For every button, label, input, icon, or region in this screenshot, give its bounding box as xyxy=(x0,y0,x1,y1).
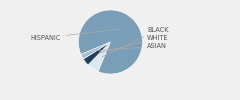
Wedge shape xyxy=(81,42,110,59)
Wedge shape xyxy=(78,10,142,74)
Wedge shape xyxy=(88,42,110,72)
Wedge shape xyxy=(83,42,110,65)
Text: BLACK: BLACK xyxy=(102,27,169,57)
Text: HISPANIC: HISPANIC xyxy=(30,29,121,41)
Text: WHITE: WHITE xyxy=(98,35,169,53)
Text: ASIAN: ASIAN xyxy=(96,43,167,51)
